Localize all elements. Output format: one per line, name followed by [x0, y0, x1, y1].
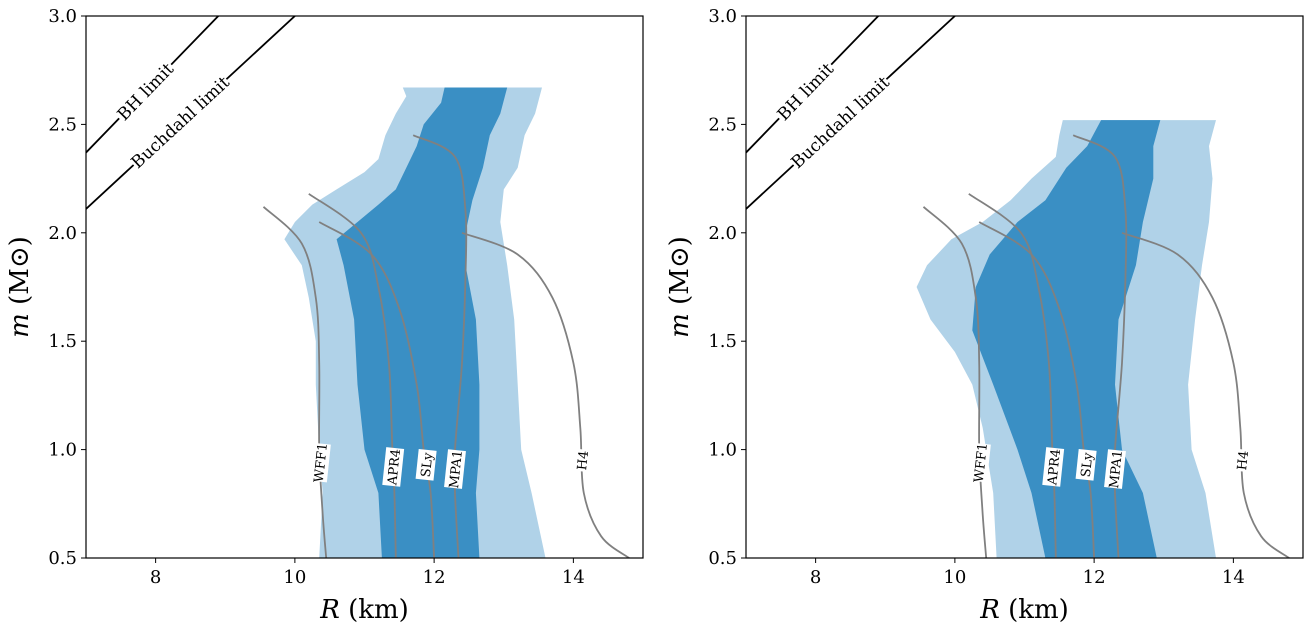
x-axis-label: R (km): [979, 595, 1069, 625]
x-axis-label-var: R: [979, 595, 1000, 625]
x-tick-label: 10: [943, 567, 966, 588]
bh-limit-label-group: BH limit: [111, 57, 179, 126]
x-axis-label-unit: (km): [348, 595, 409, 625]
eos-label-mpa1: MPA1: [447, 449, 466, 489]
y-axis-label: m (M⊙): [5, 236, 35, 338]
y-axis-label-space: [5, 305, 35, 313]
y-axis-label-space: [665, 305, 695, 313]
axes-frame: [85, 15, 644, 559]
eos-label-group-h4: H4: [571, 448, 593, 473]
eos-label-bg: [308, 442, 331, 483]
x-axis-label: R (km): [319, 595, 409, 625]
y-tick-label: 1.0: [48, 440, 77, 461]
y-tick-label: 2.5: [48, 114, 77, 135]
x-axis-label-unit: (km): [1008, 595, 1069, 625]
x-tick-label: 14: [1222, 567, 1245, 588]
eos-label-bg: [382, 447, 405, 487]
eos-label-bg: [1075, 448, 1097, 481]
y-axis-label: m (M⊙): [665, 236, 695, 338]
eos-curve-sly: [318, 221, 435, 558]
y-tick-label: 1.0: [708, 440, 737, 461]
y-axis-label-var: m: [665, 313, 695, 338]
eos-curve-h4: [1121, 231, 1290, 558]
y-tick-label: 3.0: [708, 6, 737, 27]
eos-label-group-wff1: WFF1: [968, 442, 991, 483]
eos-curve-mpa1: [1072, 134, 1128, 558]
bh-limit-label: BH limit: [774, 59, 839, 125]
eos-label-bg: [1231, 448, 1253, 473]
eos-label-group-sly: SLy: [415, 448, 437, 481]
eos-label-group-sly: SLy: [1075, 448, 1097, 481]
x-tick-label: 14: [562, 567, 585, 588]
y-axis-label-var: m: [5, 313, 35, 338]
eos-curve-h4: [461, 231, 630, 558]
x-tick-label: 12: [423, 567, 446, 588]
axes-frame: [745, 15, 1304, 559]
eos-curve-apr4: [968, 193, 1057, 558]
eos-curve-apr4: [308, 193, 397, 558]
y-tick-label: 0.5: [708, 548, 737, 569]
eos-label-group-mpa1: MPA1: [1104, 449, 1126, 489]
eos-label-group-mpa1: MPA1: [444, 449, 466, 489]
y-tick-label: 2.0: [708, 223, 737, 244]
eos-curve-mpa1: [412, 134, 468, 558]
eos-label-apr4: APR4: [1045, 448, 1064, 487]
eos-curve-wff1: [922, 206, 988, 558]
x-axis-label-var: R: [319, 595, 340, 625]
eos-label-bg: [968, 442, 991, 483]
eos-label-mpa1: MPA1: [1107, 449, 1126, 489]
x-tick-label: 8: [150, 567, 161, 588]
eos-label-bg: [415, 448, 437, 481]
eos-label-bg: [1042, 447, 1065, 487]
y-axis-label-unit: (M⊙): [5, 236, 35, 305]
x-tick-label: 10: [283, 567, 306, 588]
eos-label-wff1: WFF1: [972, 442, 991, 483]
y-axis-label-unit: (M⊙): [665, 236, 695, 305]
eos-curve-sly: [978, 221, 1095, 558]
x-axis-label-space: [340, 595, 348, 625]
bh-limit-label-group: BH limit: [771, 57, 839, 126]
x-axis-label-space: [1000, 595, 1008, 625]
eos-curve-wff1: [262, 206, 328, 558]
eos-label-sly: SLy: [419, 451, 437, 478]
eos-label-bg: [444, 449, 466, 489]
bh-limit-label-bg: [771, 57, 839, 126]
eos-label-bg: [571, 448, 593, 473]
y-tick-label: 2.5: [708, 114, 737, 135]
eos-label-group-wff1: WFF1: [308, 442, 331, 483]
eos-label-wff1: WFF1: [312, 442, 331, 483]
bh-limit-label: BH limit: [114, 59, 179, 125]
y-tick-label: 1.5: [708, 331, 737, 352]
eos-label-group-apr4: APR4: [1042, 447, 1065, 487]
x-tick-label: 8: [810, 567, 821, 588]
eos-label-apr4: APR4: [385, 448, 404, 487]
eos-label-bg: [1104, 449, 1126, 489]
y-tick-label: 2.0: [48, 223, 77, 244]
bh-limit-label-bg: [111, 57, 179, 126]
buchdahl-limit-label-bg: [786, 71, 894, 173]
y-tick-label: 0.5: [48, 548, 77, 569]
eos-label-h4: H4: [575, 450, 592, 471]
eos-label-group-apr4: APR4: [382, 447, 405, 487]
eos-label-sly: SLy: [1079, 451, 1097, 478]
y-tick-label: 3.0: [48, 6, 77, 27]
eos-label-h4: H4: [1235, 450, 1252, 471]
buchdahl-limit-label-bg: [126, 71, 234, 173]
eos-label-group-h4: H4: [1231, 448, 1253, 473]
x-tick-label: 12: [1083, 567, 1106, 588]
y-tick-label: 1.5: [48, 331, 77, 352]
